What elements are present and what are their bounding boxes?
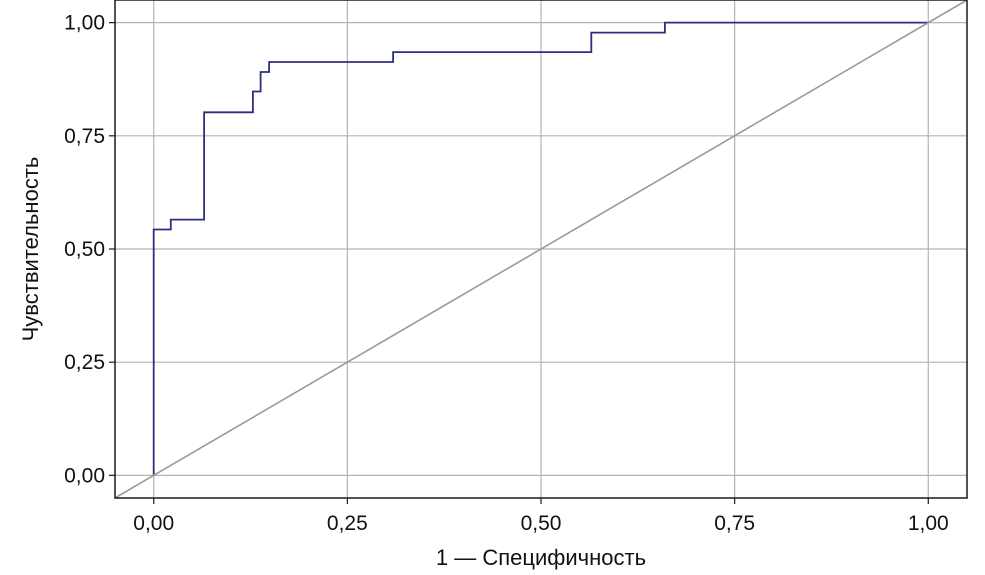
- axis-ticks: 0,00 0,25 0,50 0,75 1,00 0,00 0,25 0,50 0,75 1,00: [64, 12, 949, 535]
- reference-diagonal-line: [114, 0, 968, 499]
- series-group: [114, 0, 968, 499]
- x-tick-label-0: 0,00: [133, 512, 174, 535]
- roc-curve-line: [152, 21, 929, 476]
- y-axis-title: Чувствительность: [18, 157, 43, 342]
- y-tick-label-0: 0,00: [64, 464, 105, 487]
- x-tick-label-4: 1,00: [908, 512, 949, 535]
- y-tick-label-3: 0,75: [64, 125, 105, 148]
- y-tick-label-1: 0,25: [64, 351, 105, 374]
- y-tick-label-4: 1,00: [64, 12, 105, 35]
- x-axis-title: 1 — Специфичность: [436, 545, 646, 570]
- y-tick-label-2: 0,50: [64, 238, 105, 261]
- x-tick-label-2: 0,50: [521, 512, 562, 535]
- x-tick-label-3: 0,75: [714, 512, 755, 535]
- x-tick-label-1: 0,25: [327, 512, 368, 535]
